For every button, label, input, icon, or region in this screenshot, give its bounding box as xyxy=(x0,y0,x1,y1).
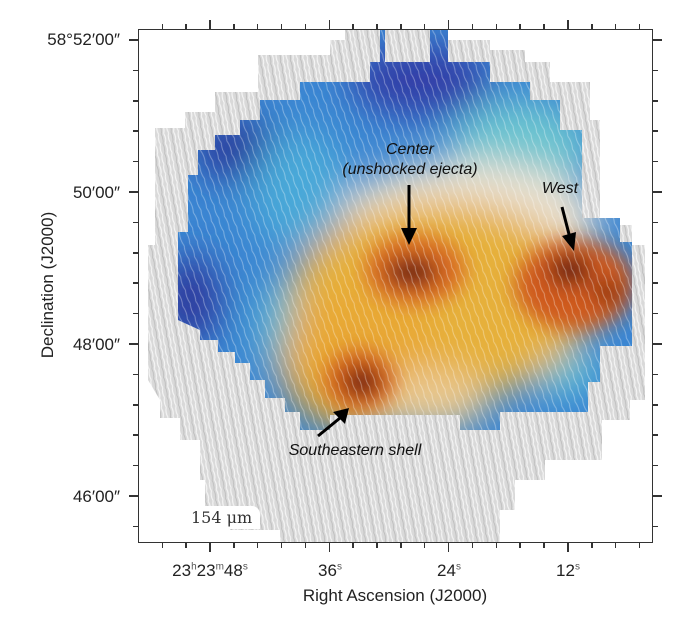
y-axis-title: Declination (J2000) xyxy=(38,211,57,359)
arrow-west xyxy=(560,206,576,251)
x-tick xyxy=(638,543,641,548)
x-tick xyxy=(423,543,426,548)
x-tick xyxy=(352,543,354,548)
x-tick xyxy=(376,543,378,548)
y-tick xyxy=(133,434,138,436)
y-tick xyxy=(133,100,138,102)
x-tick xyxy=(233,543,235,548)
x-tick-label: 12s xyxy=(556,561,580,580)
x-tick xyxy=(519,24,521,29)
y-tick xyxy=(133,160,138,163)
x-tick xyxy=(304,24,307,29)
plot-frame xyxy=(138,29,653,543)
y-tick xyxy=(653,312,658,315)
x-tick xyxy=(328,543,331,552)
arrow-se-shell xyxy=(317,408,349,438)
annotation-west: West xyxy=(541,180,579,197)
x-tick xyxy=(495,24,498,29)
x-tick xyxy=(543,24,545,29)
y-tick xyxy=(133,525,138,528)
y-tick xyxy=(653,39,662,41)
x-tick xyxy=(185,543,187,548)
x-tick xyxy=(614,24,617,29)
x-tick xyxy=(256,543,259,548)
x-tick xyxy=(543,543,545,548)
y-tick xyxy=(129,343,138,345)
y-tick xyxy=(653,191,662,193)
y-tick xyxy=(653,252,658,254)
wavelength-label: 154 μm xyxy=(183,506,261,529)
y-tick-label: 50′00″ xyxy=(72,183,120,202)
y-tick xyxy=(653,100,658,102)
x-tick-label: 36s xyxy=(318,561,342,580)
x-tick xyxy=(638,24,641,29)
y-tick xyxy=(653,282,658,284)
x-tick xyxy=(304,543,307,548)
x-tick xyxy=(447,543,450,552)
x-tick xyxy=(519,543,521,548)
x-tick xyxy=(280,543,283,548)
y-tick xyxy=(653,221,658,224)
y-tick xyxy=(653,464,658,467)
x-axis-title: Right Ascension (J2000) xyxy=(302,586,488,605)
x-tick xyxy=(471,24,474,29)
y-tick xyxy=(133,464,138,467)
y-tick xyxy=(653,130,658,132)
annotation-center: Center (unshocked ejecta) xyxy=(342,141,478,178)
x-tick xyxy=(161,24,164,29)
y-tick xyxy=(129,191,138,193)
y-tick xyxy=(133,252,138,254)
y-tick xyxy=(653,160,658,163)
y-tick xyxy=(653,343,662,345)
x-tick xyxy=(400,24,402,29)
y-tick xyxy=(133,373,138,376)
y-tick xyxy=(653,495,662,497)
x-tick xyxy=(161,543,164,548)
x-tick-label: 23h23m48s xyxy=(172,561,248,580)
y-tick xyxy=(133,312,138,315)
y-tick xyxy=(133,221,138,224)
x-tick xyxy=(400,543,402,548)
x-tick xyxy=(591,24,593,29)
x-tick xyxy=(567,20,569,29)
x-tick xyxy=(280,24,283,29)
x-tick xyxy=(447,20,450,29)
annotation-se-shell: Southeastern shell xyxy=(288,442,422,459)
x-tick xyxy=(352,24,354,29)
x-tick xyxy=(591,543,593,548)
x-tick xyxy=(185,24,187,29)
x-tick xyxy=(209,543,211,552)
x-tick-label: 24s xyxy=(437,561,461,580)
y-tick xyxy=(133,130,138,132)
x-tick xyxy=(256,24,259,29)
x-tick xyxy=(495,543,498,548)
y-tick xyxy=(653,404,658,406)
x-tick xyxy=(376,24,378,29)
x-tick xyxy=(233,24,235,29)
y-tick xyxy=(129,495,138,497)
y-tick xyxy=(653,525,658,528)
x-tick xyxy=(567,543,569,552)
x-tick xyxy=(423,24,426,29)
y-tick xyxy=(653,69,658,72)
y-tick xyxy=(129,39,138,41)
x-tick xyxy=(471,543,474,548)
y-tick xyxy=(653,434,658,436)
x-tick xyxy=(614,543,617,548)
y-tick xyxy=(133,282,138,284)
y-tick xyxy=(653,373,658,376)
x-tick xyxy=(209,20,211,29)
y-tick-label: 58°52′00″ xyxy=(47,30,120,49)
y-tick xyxy=(133,69,138,72)
y-tick-label: 48′00″ xyxy=(72,335,120,354)
y-tick-label: 46′00″ xyxy=(72,487,120,506)
arrow-center xyxy=(401,185,417,245)
x-tick xyxy=(328,20,331,29)
y-tick xyxy=(133,404,138,406)
